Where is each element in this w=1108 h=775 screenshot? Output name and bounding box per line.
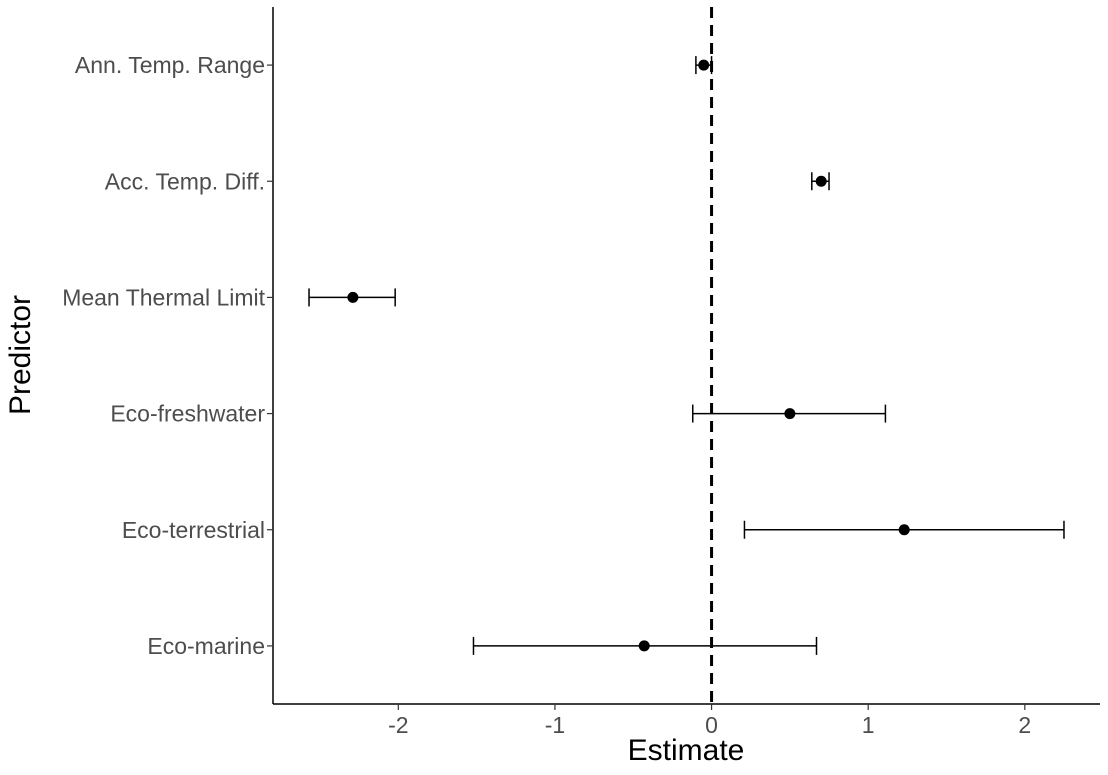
- x-tick-label: 2: [1018, 712, 1031, 738]
- y-tick-label: Eco-terrestrial: [122, 517, 265, 543]
- y-axis-title: Predictor: [4, 295, 37, 415]
- y-tick-label: Mean Thermal Limit: [62, 284, 265, 310]
- x-tick-label: 1: [862, 712, 875, 738]
- y-tick-label: Ann. Temp. Range: [75, 52, 265, 78]
- estimate-point: [347, 291, 359, 303]
- estimate-point: [698, 59, 710, 71]
- y-tick-label: Eco-freshwater: [110, 401, 265, 427]
- y-tick-label: Acc. Temp. Diff.: [105, 168, 265, 194]
- x-tick-label: 0: [705, 712, 718, 738]
- x-tick-label: -2: [388, 712, 408, 738]
- x-axis-title: Estimate: [628, 734, 745, 767]
- estimate-point: [784, 408, 796, 420]
- y-tick-label: Eco-marine: [147, 633, 265, 659]
- estimate-point: [815, 175, 827, 187]
- estimate-point: [638, 640, 650, 652]
- estimate-point: [898, 524, 910, 536]
- x-tick-label: -1: [545, 712, 565, 738]
